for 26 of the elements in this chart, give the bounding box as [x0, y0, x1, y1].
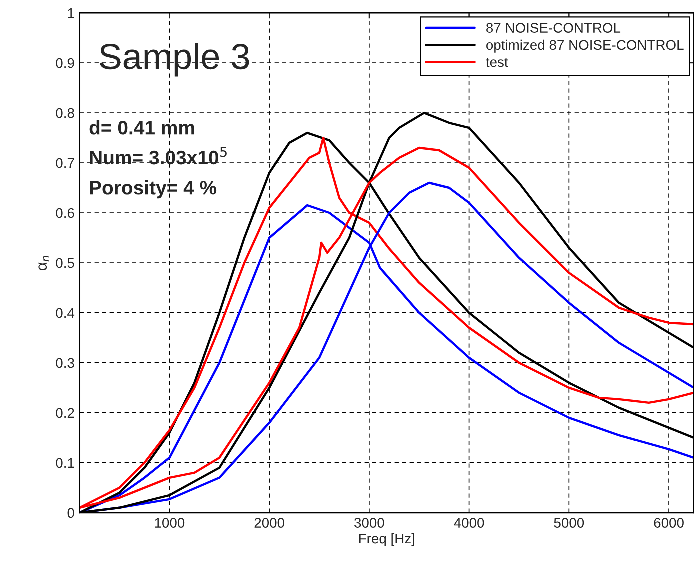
- legend-label: optimized 87 NOISE-CONTROL: [486, 40, 684, 53]
- y-tick-label: 0.6: [56, 208, 74, 218]
- y-tick-label: 0.9: [56, 58, 74, 68]
- y-tick-label: 0.7: [56, 158, 74, 168]
- x-tick-label: 1000: [155, 518, 185, 528]
- y-tick-label: 0.8: [56, 108, 74, 118]
- x-tick-label: 2000: [254, 518, 284, 528]
- legend-label: test: [486, 58, 508, 68]
- y-tick-label: 0.4: [56, 308, 75, 318]
- annotation: Num= 3.03x10$^{5}$: [90, 147, 227, 165]
- annotation: d= 0.41 mm: [90, 120, 194, 135]
- x-tick-label: 4000: [454, 518, 484, 528]
- x-tick-label: 6000: [654, 518, 684, 528]
- y-tick-label: 0.3: [56, 358, 74, 368]
- x-tick-label: 3000: [354, 518, 384, 528]
- annotation: Porosity= 4 %: [90, 180, 217, 199]
- y-tick-label: 0.2: [56, 408, 74, 418]
- y-axis-title: α$_{n}$: [38, 256, 50, 270]
- legend-label: 87 NOISE-CONTROL: [486, 23, 621, 33]
- annotation: Sample 3: [100, 43, 250, 77]
- x-tick-label: 5000: [554, 518, 584, 528]
- y-tick-label: 0.5: [56, 258, 74, 268]
- x-axis-title: Freq [Hz]: [359, 533, 414, 546]
- y-tick-label: 0.1: [56, 458, 74, 468]
- y-tick-label: 0: [68, 508, 74, 518]
- y-tick-label: 1: [68, 8, 74, 18]
